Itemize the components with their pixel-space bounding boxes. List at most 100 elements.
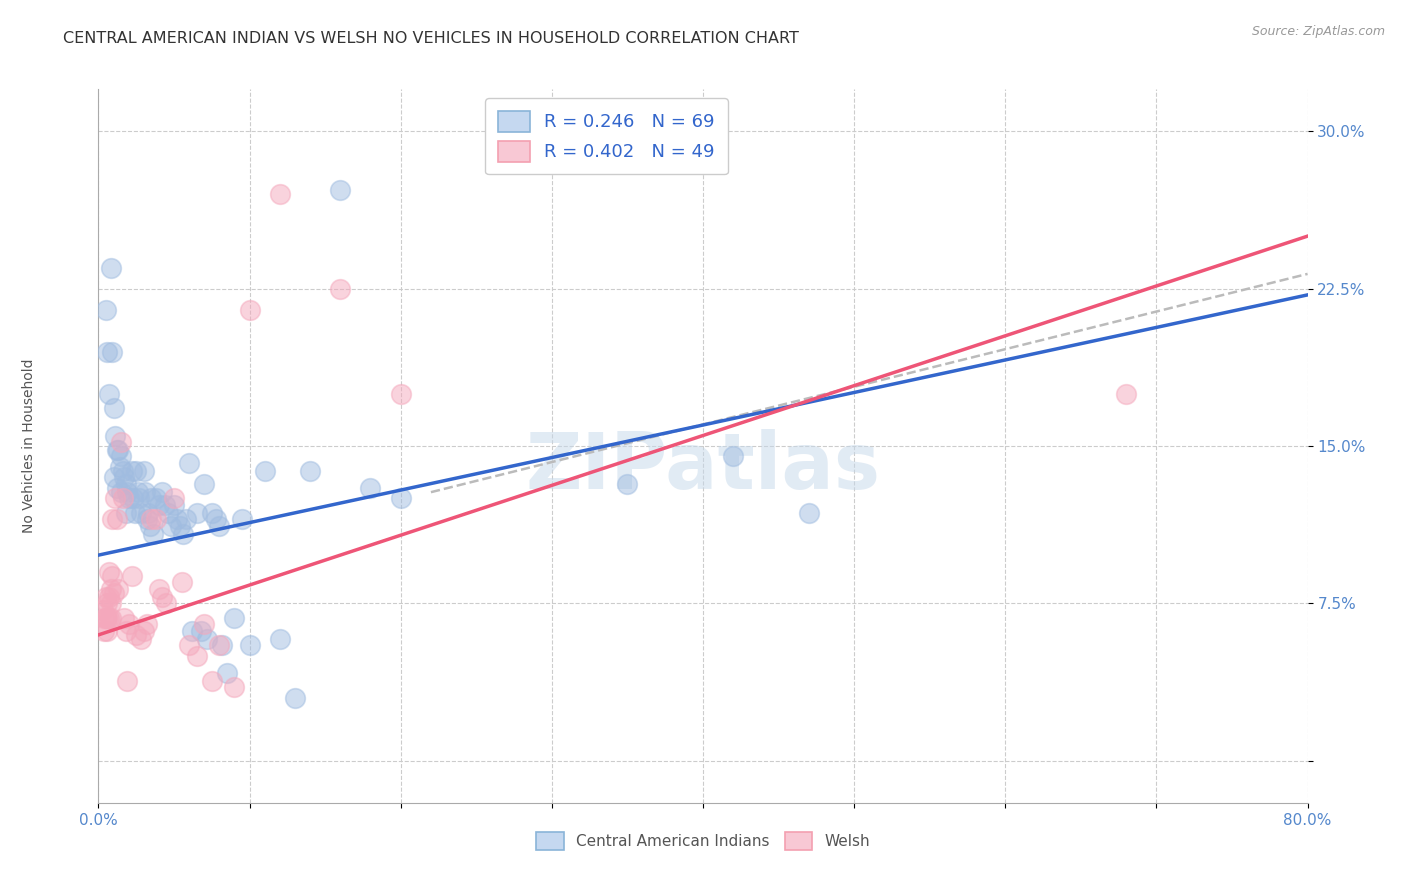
Point	[125, 628, 148, 642]
Point	[94, 590, 117, 604]
Point	[148, 582, 170, 596]
Point	[186, 506, 208, 520]
Point	[98, 611, 121, 625]
Point	[107, 443, 129, 458]
Point	[139, 518, 162, 533]
Point	[389, 491, 412, 506]
Point	[145, 491, 167, 506]
Point	[186, 648, 208, 663]
Point	[201, 506, 224, 520]
Point	[100, 582, 122, 596]
Point	[253, 464, 276, 478]
Point	[163, 491, 186, 506]
Point	[105, 481, 128, 495]
Point	[101, 344, 124, 359]
Point	[96, 344, 118, 359]
Point	[94, 302, 117, 317]
Point	[104, 491, 127, 506]
Point	[135, 512, 157, 526]
Point	[156, 506, 179, 520]
Point	[100, 260, 122, 275]
Point	[96, 596, 118, 610]
Point	[160, 518, 183, 533]
Point	[616, 476, 638, 491]
Point	[111, 464, 134, 478]
Point	[93, 624, 115, 638]
Point	[193, 617, 215, 632]
Point	[193, 476, 215, 491]
Point	[389, 386, 412, 401]
Point	[148, 498, 170, 512]
Point	[98, 590, 121, 604]
Point	[104, 428, 127, 442]
Point	[329, 282, 352, 296]
Point	[132, 464, 155, 478]
Point	[112, 470, 135, 484]
Point	[114, 476, 136, 491]
Point	[141, 491, 163, 506]
Point	[150, 485, 173, 500]
Point	[110, 485, 132, 500]
Point	[118, 491, 141, 506]
Point	[179, 639, 201, 653]
Point	[94, 611, 117, 625]
Point	[195, 632, 218, 646]
Point	[155, 596, 177, 610]
Point	[201, 674, 224, 689]
Point	[170, 575, 193, 590]
Point	[208, 639, 231, 653]
Point	[299, 464, 322, 478]
Point	[114, 624, 136, 638]
Point	[231, 512, 253, 526]
Point	[110, 434, 132, 449]
Point	[115, 485, 138, 500]
Point	[108, 460, 131, 475]
Point	[103, 586, 125, 600]
Point	[205, 512, 228, 526]
Point	[136, 506, 159, 520]
Point	[96, 624, 118, 638]
Point	[181, 624, 204, 638]
Point	[190, 624, 212, 638]
Point	[121, 569, 143, 583]
Point	[96, 611, 118, 625]
Point	[169, 518, 191, 533]
Y-axis label: No Vehicles in Household: No Vehicles in Household	[22, 359, 37, 533]
Point	[114, 506, 136, 520]
Point	[100, 596, 122, 610]
Point	[100, 611, 122, 625]
Point	[172, 527, 194, 541]
Point	[112, 611, 135, 625]
Point	[115, 674, 138, 689]
Text: Source: ZipAtlas.com: Source: ZipAtlas.com	[1251, 25, 1385, 38]
Point	[132, 624, 155, 638]
Point	[107, 582, 129, 596]
Point	[135, 617, 157, 632]
Point	[122, 491, 145, 506]
Point	[284, 690, 307, 705]
Point	[141, 512, 163, 526]
Point	[150, 590, 173, 604]
Point	[129, 632, 152, 646]
Point	[360, 481, 382, 495]
Point	[111, 491, 134, 506]
Point	[98, 386, 121, 401]
Point	[125, 464, 148, 478]
Point	[329, 183, 352, 197]
Point	[239, 639, 262, 653]
Point	[121, 464, 143, 478]
Point	[269, 632, 291, 646]
Point	[208, 518, 231, 533]
Text: ZIPatlas: ZIPatlas	[526, 429, 880, 506]
Point	[239, 302, 262, 317]
Point	[166, 512, 188, 526]
Point	[1115, 386, 1137, 401]
Point	[163, 498, 186, 512]
Point	[110, 450, 132, 464]
Point	[224, 611, 246, 625]
Point	[124, 506, 146, 520]
Point	[215, 665, 238, 680]
Point	[93, 611, 115, 625]
Text: CENTRAL AMERICAN INDIAN VS WELSH NO VEHICLES IN HOUSEHOLD CORRELATION CHART: CENTRAL AMERICAN INDIAN VS WELSH NO VEHI…	[63, 31, 799, 46]
Point	[145, 512, 167, 526]
